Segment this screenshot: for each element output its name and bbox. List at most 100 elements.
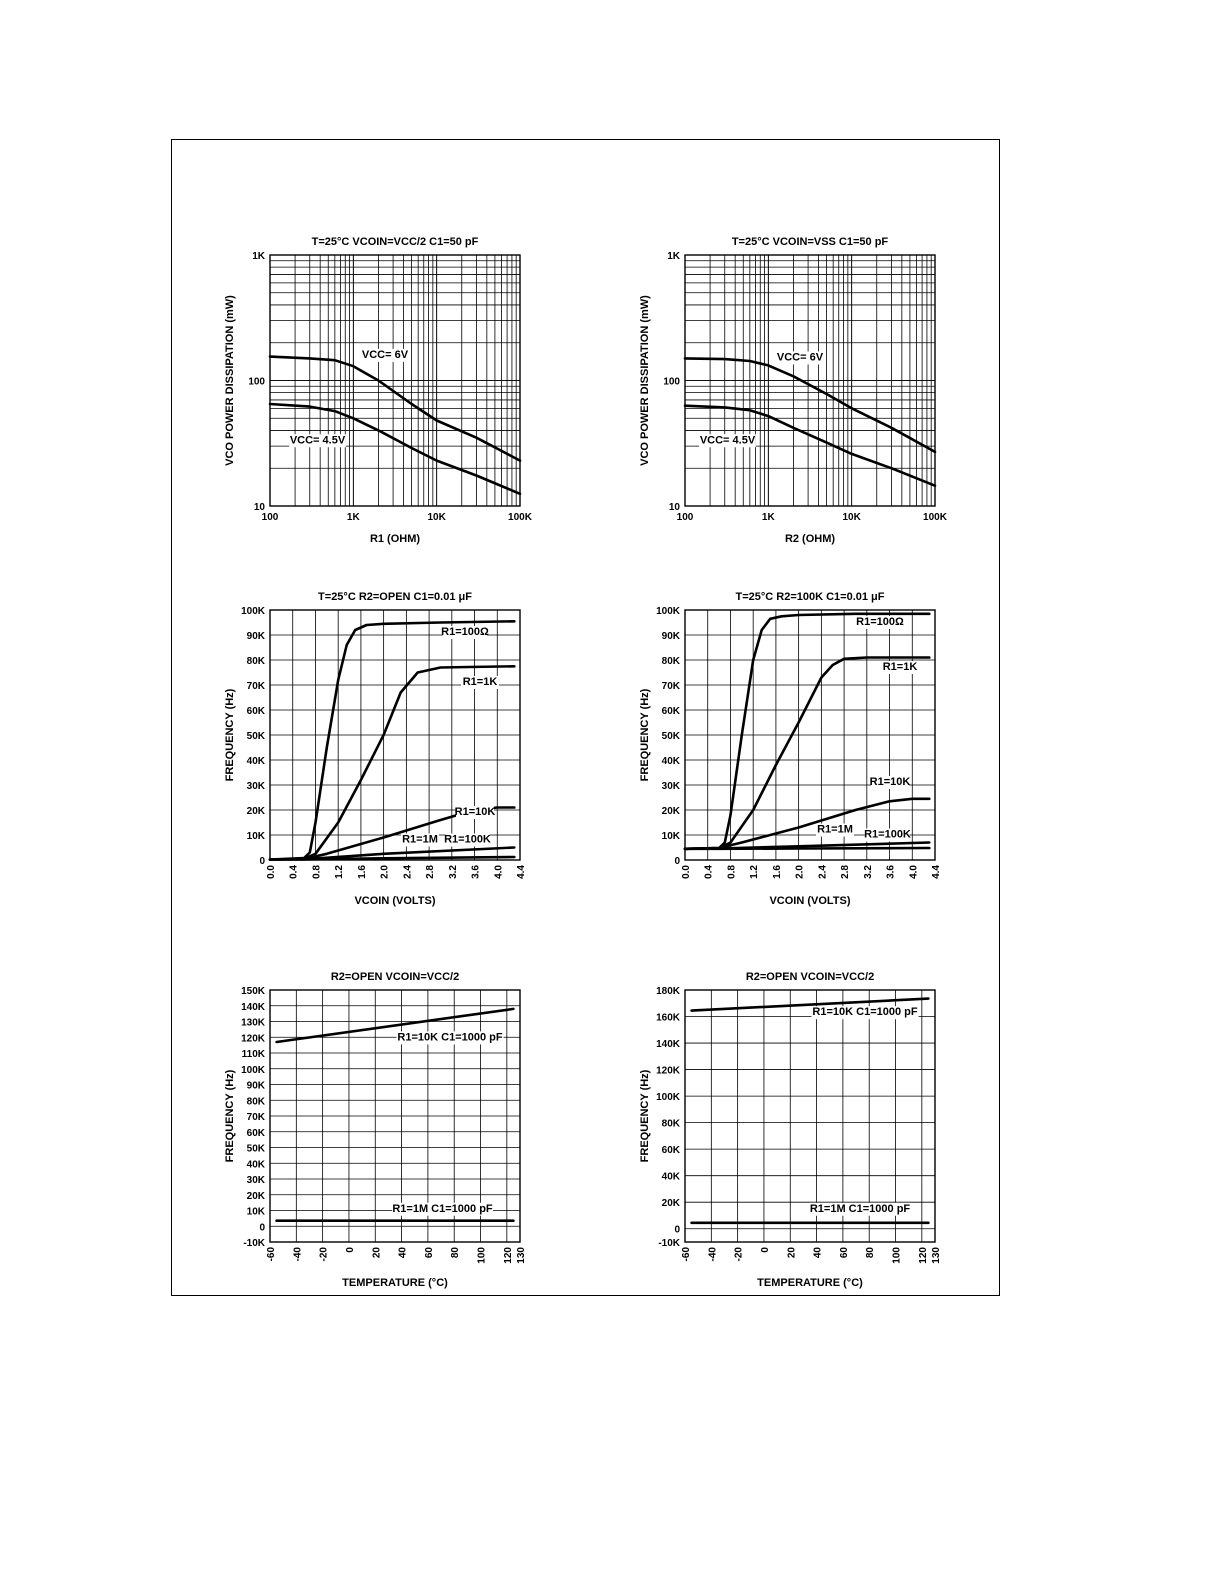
- y-axis-label: VCO POWER DISSIPATION (mW): [224, 295, 236, 466]
- x-tick-label: 1K: [762, 512, 776, 523]
- x-tick-label: 40: [813, 1247, 824, 1259]
- grid: [684, 609, 936, 861]
- x-tick-label: 130: [516, 1247, 527, 1264]
- y-tick-label: 50K: [247, 1144, 266, 1155]
- y-tick-label: 30K: [662, 781, 681, 792]
- y-tick-label: 70K: [247, 681, 266, 692]
- series-label: VCC= 6V: [777, 351, 824, 363]
- chart-title: R2=OPEN VCOIN=VCC/2: [331, 971, 459, 983]
- y-tick-label: 150K: [241, 986, 266, 997]
- chart-title: T=25°C R2=100K C1=0.01 μF: [735, 591, 884, 603]
- y-tick-label: 30K: [247, 1175, 266, 1186]
- series-label: VCC= 4.5V: [700, 434, 756, 446]
- y-tick-label: 100K: [241, 1065, 266, 1076]
- series-label-bg: [777, 351, 823, 365]
- x-tick-label: 4.4: [516, 865, 527, 879]
- plot-frame: [269, 254, 521, 507]
- series-line-1: [268, 355, 522, 462]
- series-label: VCC= 6V: [362, 349, 409, 361]
- y-tick-label: 10: [669, 502, 681, 513]
- y-axis-label: FREQUENCY (Hz): [639, 1069, 651, 1162]
- y-tick-label: 100K: [656, 1092, 681, 1103]
- y-tick-label: 10: [254, 502, 266, 513]
- x-tick-label: 0.8: [726, 865, 737, 879]
- x-tick-label: 0.0: [681, 865, 692, 879]
- figure-frame: [171, 139, 1000, 1296]
- y-tick-label: 90K: [662, 631, 681, 642]
- y-tick-label: 160K: [656, 1013, 681, 1024]
- x-tick-label: 0.4: [704, 865, 715, 879]
- series-label-bg: [456, 806, 494, 819]
- y-tick-label: 70K: [662, 681, 681, 692]
- x-tick-label: 2.8: [425, 865, 436, 879]
- x-axis-label: R2 (OHM): [785, 533, 835, 545]
- series-label: R1=10K C1=1000 pF: [397, 1031, 502, 1043]
- series-line-1: [683, 357, 937, 454]
- x-tick-label: 1K: [347, 512, 361, 523]
- chart-title: T=25°C VCOIN=VCC/2 C1=50 pF: [312, 236, 479, 248]
- series-label: R1=10K: [870, 776, 911, 788]
- y-tick-label: 20K: [662, 806, 681, 817]
- x-tick-label: -40: [292, 1247, 303, 1262]
- y-tick-label: 0: [259, 856, 265, 867]
- y-axis-label: FREQUENCY (Hz): [639, 688, 651, 781]
- y-tick-label: 120K: [241, 1033, 266, 1044]
- series-label-bg: [392, 1202, 493, 1216]
- chart-frequency-vs-vcoin-r2-open: R1=100Ω R1=1K R1=10K R1=100K R1=1M 0.0 0.4 0.8 1…: [224, 591, 527, 907]
- y-tick-label: 80K: [247, 656, 266, 667]
- y-tick-label: 10K: [662, 831, 681, 842]
- series-label: R1=1K: [883, 661, 918, 673]
- x-tick-label: -60: [681, 1247, 692, 1262]
- x-tick-label: 1.6: [357, 865, 368, 879]
- x-tick-label: 0: [760, 1247, 771, 1253]
- grid: [269, 609, 521, 861]
- y-tick-label: 60K: [662, 1145, 681, 1156]
- y-tick-label: 140K: [656, 1039, 681, 1050]
- series-label: R1=1M C1=1000 pF: [810, 1203, 911, 1215]
- x-tick-label: 10K: [842, 512, 861, 523]
- plot-frame: [684, 609, 936, 861]
- x-tick-label: 2.0: [795, 865, 806, 879]
- x-axis-label: R1 (OHM): [370, 533, 420, 545]
- y-tick-label: 100K: [241, 606, 266, 617]
- y-tick-label: 100K: [656, 606, 681, 617]
- x-tick-label: 2.0: [380, 865, 391, 879]
- series-line-2: [268, 402, 522, 496]
- y-tick-label: 40K: [247, 1159, 266, 1170]
- x-tick-label: -60: [266, 1247, 277, 1262]
- y-tick-label: 0: [259, 1222, 265, 1233]
- series-line-1: [275, 1007, 515, 1044]
- y-tick-label: 70K: [247, 1112, 266, 1123]
- series-label-bg: [699, 434, 756, 448]
- y-tick-label: 90K: [247, 1081, 266, 1092]
- series-label: R1=100Ω: [856, 616, 904, 628]
- x-tick-label: 100: [262, 512, 279, 523]
- plot-frame: [269, 989, 521, 1243]
- series-line-1: [690, 997, 930, 1012]
- x-tick-label: 100K: [923, 512, 948, 523]
- x-tick-label: -40: [707, 1247, 718, 1262]
- x-tick-label: 80: [865, 1247, 876, 1259]
- grid: [684, 989, 936, 1243]
- x-tick-label: 2.4: [817, 865, 828, 879]
- series-line-5: [683, 846, 931, 851]
- y-tick-label: 20K: [662, 1198, 681, 1209]
- y-axis-label: VCO POWER DISSIPATION (mW): [639, 295, 651, 466]
- y-tick-label: 1K: [252, 251, 266, 262]
- x-axis-label: VCOIN (VOLTS): [769, 895, 850, 907]
- y-tick-label: 20K: [247, 806, 266, 817]
- series-label: R1=100K: [444, 834, 491, 846]
- x-tick-label: 100: [892, 1247, 903, 1264]
- chart-title: T=25°C R2=OPEN C1=0.01 μF: [318, 591, 472, 603]
- y-tick-label: 0: [674, 1225, 680, 1236]
- series-label-bg: [445, 833, 490, 847]
- y-tick-label: 40K: [662, 756, 681, 767]
- x-tick-label: 2.8: [840, 865, 851, 879]
- y-tick-label: 80K: [247, 1096, 266, 1107]
- series-label-bg: [289, 434, 346, 448]
- x-tick-label: 120: [918, 1247, 929, 1264]
- y-tick-label: 1K: [667, 251, 681, 262]
- x-axis-label: VCOIN (VOLTS): [354, 895, 435, 907]
- y-tick-label: 130K: [241, 1018, 266, 1029]
- series-label-bg: [881, 661, 919, 674]
